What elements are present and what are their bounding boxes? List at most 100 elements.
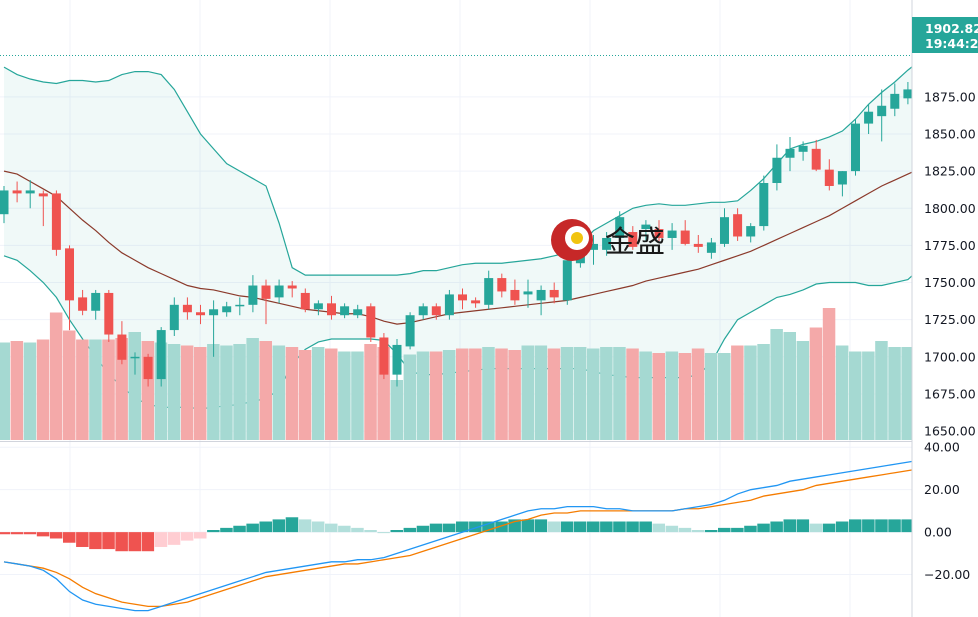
- volume-bar: [416, 351, 430, 440]
- volume-bar: [495, 348, 508, 440]
- macd-histogram-bar: [469, 521, 482, 533]
- macd-histogram-bar: [141, 532, 155, 552]
- candle-body: [209, 309, 219, 316]
- candle-body: [641, 224, 651, 230]
- candle-body: [720, 217, 729, 244]
- candle-body: [235, 304, 245, 307]
- price-tick-label: 1750.00: [924, 275, 976, 290]
- candle-body: [156, 330, 166, 380]
- macd-histogram-bar: [678, 527, 692, 533]
- macd-histogram-bar: [691, 530, 705, 533]
- candle-body: [143, 356, 153, 380]
- candle-body: [196, 312, 205, 316]
- candle-body: [523, 291, 533, 295]
- candle-body: [890, 93, 900, 109]
- volume-bar: [233, 344, 246, 440]
- volume-bar: [0, 342, 10, 440]
- volume-bar: [403, 354, 417, 440]
- macd-histogram-bar: [901, 519, 914, 533]
- macd-histogram-bar: [495, 521, 508, 533]
- volume-bar: [259, 341, 272, 440]
- last-price-time: 19:44:23: [925, 36, 978, 51]
- price-tick-label: 1875.00: [924, 89, 976, 104]
- macd-histogram-bar: [626, 521, 639, 533]
- volume-bar: [194, 347, 207, 440]
- candle-body: [484, 278, 494, 305]
- macd-panel: [0, 455, 954, 612]
- macd-tick-label: −20.00: [924, 567, 970, 582]
- candle-body: [877, 105, 887, 117]
- macd-histogram-bar: [246, 523, 259, 533]
- candle-body: [418, 306, 428, 316]
- watermark-logo: 金盛: [551, 219, 665, 261]
- volume-bar: [508, 350, 521, 440]
- volume-bar: [849, 351, 862, 440]
- macd-tick-label: 0.00: [924, 525, 952, 540]
- macd-histogram-bar: [49, 532, 63, 539]
- macd-histogram-bar: [456, 521, 469, 533]
- macd-tick-label: 20.00: [924, 482, 960, 497]
- macd-histogram-bar: [744, 525, 757, 533]
- band-middle-line: [3, 151, 948, 325]
- price-tick-label: 1700.00: [924, 349, 976, 364]
- volume-bar: [809, 327, 823, 440]
- last-price-label-bg: [912, 17, 978, 53]
- candle-body: [117, 334, 127, 360]
- candle-body: [510, 289, 520, 301]
- macd-histogram-bar: [534, 519, 548, 533]
- price-axis[interactable]: 1875.00 1850.00 1825.00 1800.00 1775.00 1750.…: [911, 0, 978, 617]
- macd-histogram-bar: [364, 530, 377, 533]
- candle-body: [431, 306, 441, 316]
- volume-bar: [10, 341, 24, 440]
- macd-histogram-bar: [875, 519, 888, 533]
- volume-bar: [783, 332, 796, 440]
- volume-bar: [167, 344, 181, 440]
- candle-body: [811, 148, 821, 170]
- candle-body: [248, 285, 258, 305]
- candle-body: [169, 304, 179, 331]
- macd-histogram-bar: [63, 532, 76, 543]
- volume-bar: [744, 345, 757, 440]
- price-tick-label: 1800.00: [924, 201, 976, 216]
- macd-histogram-bar: [115, 532, 128, 552]
- candle-body: [327, 303, 336, 316]
- volume-bar: [613, 347, 626, 440]
- price-tick-label: 1850.00: [924, 126, 976, 141]
- macd-histogram-bar: [783, 519, 796, 533]
- volume-bar: [298, 350, 312, 440]
- macd-histogram-bar: [849, 519, 862, 533]
- macd-line: [3, 455, 948, 612]
- macd-histogram-bar: [770, 521, 783, 533]
- price-tick-label: 1725.00: [924, 312, 976, 327]
- volume-bar: [822, 308, 836, 440]
- volume-bar: [731, 345, 744, 440]
- macd-histogram-bar: [338, 525, 351, 533]
- volume-bar: [573, 347, 587, 440]
- macd-histogram-bar: [102, 532, 115, 550]
- volume-bar: [351, 351, 364, 440]
- candle-body: [602, 237, 612, 250]
- macd-histogram-bar: [76, 532, 89, 547]
- macd-histogram-bar: [128, 532, 141, 552]
- candle-body: [759, 183, 769, 227]
- volume-bar: [390, 380, 403, 440]
- macd-histogram-bar: [704, 530, 718, 533]
- price-tick-label: 1650.00: [924, 424, 976, 439]
- volume-bar: [901, 347, 914, 440]
- macd-histogram-bar: [888, 519, 901, 533]
- macd-histogram-bar: [351, 527, 364, 533]
- volume-bar: [220, 345, 233, 440]
- candle-body: [340, 306, 350, 316]
- candle-body: [366, 306, 376, 338]
- candle-body: [654, 229, 664, 238]
- volume-bar: [325, 348, 338, 440]
- volume-bar: [429, 351, 443, 440]
- candle-body: [65, 248, 74, 301]
- macd-histogram-bar: [796, 519, 810, 533]
- volume-bar: [89, 339, 102, 440]
- macd-histogram-bar: [325, 523, 338, 533]
- volume-bar: [560, 347, 574, 440]
- candle-body: [785, 148, 795, 158]
- volume-bar: [718, 353, 731, 440]
